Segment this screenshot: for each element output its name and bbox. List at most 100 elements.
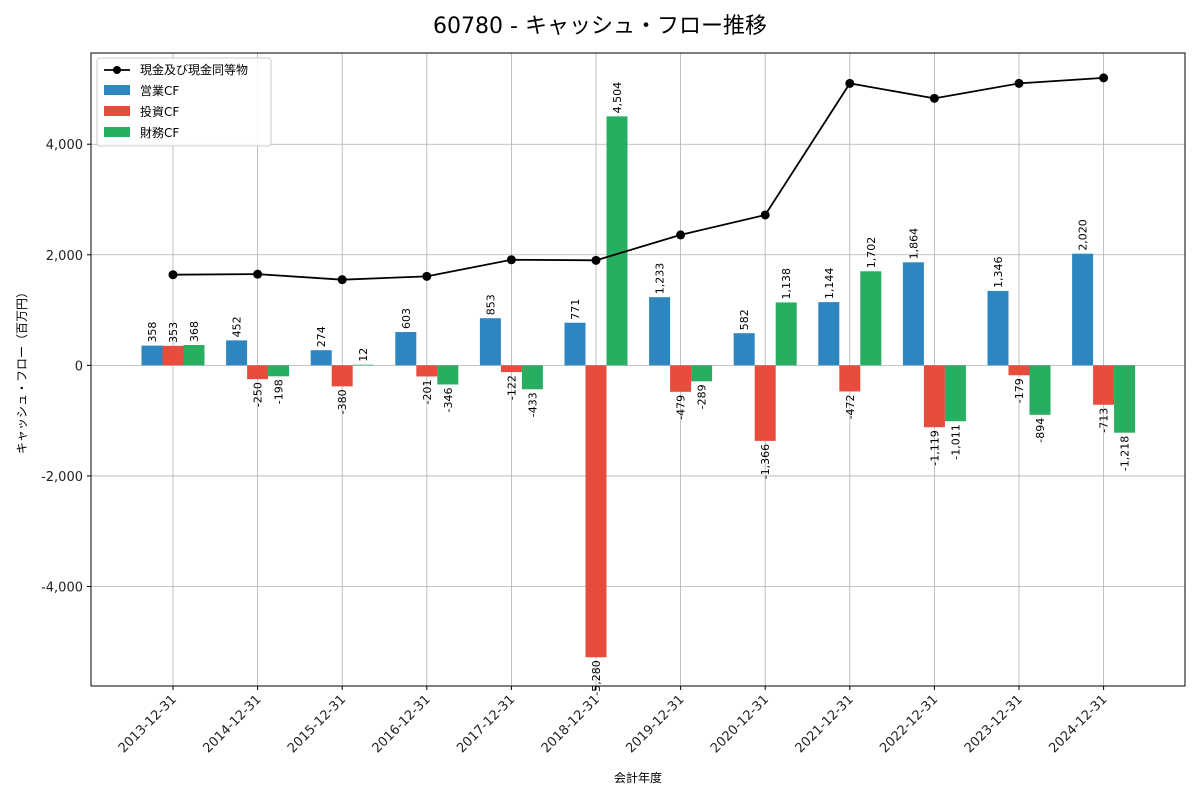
cash-line-point xyxy=(337,275,347,285)
bar-value-label: -479 xyxy=(675,395,688,420)
cash-line-point xyxy=(591,255,601,265)
x-tick-label: 2018-12-31 xyxy=(539,692,603,756)
bar-financing xyxy=(860,271,882,366)
legend: 現金及び現金同等物 営業CF 投資CF 財務CF xyxy=(96,57,272,147)
bar-value-label: 1,864 xyxy=(907,228,920,260)
bar-value-label: -1,366 xyxy=(759,444,772,479)
bar-operating xyxy=(818,302,840,366)
x-tick-label: 2019-12-31 xyxy=(623,692,687,756)
bar-investing xyxy=(923,365,945,428)
cash-line-path xyxy=(172,76,1104,281)
bar-value-label: -1,119 xyxy=(928,430,941,465)
bar-investing xyxy=(670,365,692,392)
bar-value-label: -380 xyxy=(336,389,349,414)
cash-line-point xyxy=(1014,78,1024,88)
bar-value-label: -894 xyxy=(1034,418,1047,443)
y-tick-label: 4,000 xyxy=(46,138,83,153)
legend-swatch-investing xyxy=(104,106,130,116)
bar-value-label: -472 xyxy=(844,394,857,419)
bars xyxy=(141,116,1136,658)
x-tick-label: 2021-12-31 xyxy=(793,692,857,756)
bar-operating xyxy=(564,322,586,366)
bar-operating xyxy=(1072,253,1094,366)
bar-value-label: 582 xyxy=(738,309,751,330)
bar-value-label: 771 xyxy=(569,299,582,320)
cash-line-point xyxy=(676,230,686,240)
bar-operating xyxy=(649,297,671,366)
bar-financing xyxy=(606,116,628,366)
bar-financing xyxy=(521,365,543,390)
cash-line-point xyxy=(845,78,855,88)
bar-operating xyxy=(733,333,755,366)
x-axis-label: 会計年度 xyxy=(614,770,662,785)
bar-operating xyxy=(141,345,163,366)
bar-value-label: 1,233 xyxy=(654,263,667,295)
bar-financing xyxy=(183,345,205,366)
bar-investing xyxy=(585,365,607,658)
bar-financing xyxy=(268,365,290,377)
bar-value-label: 1,346 xyxy=(992,256,1005,288)
legend-box xyxy=(96,57,272,147)
bar-financing xyxy=(437,365,459,385)
y-tick-label: 0 xyxy=(75,359,83,374)
bar-value-label: -122 xyxy=(505,375,518,400)
legend-label-operating: 営業CF xyxy=(140,84,179,98)
x-tick-label: 2013-12-31 xyxy=(116,692,180,756)
bar-value-label: 353 xyxy=(167,322,180,343)
legend-swatch-financing xyxy=(104,127,130,137)
bar-value-label: 358 xyxy=(146,322,159,343)
bar-investing xyxy=(247,365,269,380)
cash-line xyxy=(168,73,1109,285)
bar-operating xyxy=(226,340,248,366)
legend-label-cash: 現金及び現金同等物 xyxy=(140,62,248,77)
bar-investing xyxy=(1093,365,1115,405)
bar-value-label: 368 xyxy=(188,321,201,342)
bar-value-label: 2,020 xyxy=(1077,219,1090,251)
bar-value-label: 4,504 xyxy=(611,82,624,114)
x-tick-label: 2016-12-31 xyxy=(370,692,434,756)
legend-label-financing: 財務CF xyxy=(140,125,179,140)
bar-investing xyxy=(331,365,353,387)
bar-value-label: -713 xyxy=(1098,408,1111,433)
plot-frame xyxy=(90,52,1186,687)
bar-value-label: 603 xyxy=(400,308,413,329)
bar-financing xyxy=(1029,365,1051,415)
x-tick-label: 2014-12-31 xyxy=(200,692,264,756)
cash-line-point xyxy=(253,269,263,279)
bar-value-label: -1,218 xyxy=(1119,436,1132,471)
bar-value-label: 274 xyxy=(315,326,328,347)
bar-value-label: -201 xyxy=(421,379,434,404)
bar-value-label: -346 xyxy=(442,387,455,412)
bar-investing xyxy=(416,365,438,377)
bar-operating xyxy=(310,350,332,366)
y-axis-label: キャッシュ・フロー（百万円） xyxy=(15,286,29,454)
bar-financing xyxy=(775,302,797,366)
bar-investing xyxy=(500,365,522,373)
bar-operating xyxy=(395,332,417,366)
chart-title: 60780 - キャッシュ・フロー推移 xyxy=(433,14,767,39)
y-tick-label: 2,000 xyxy=(46,249,83,264)
y-tick-label: -2,000 xyxy=(41,470,83,485)
bar-value-label: 1,144 xyxy=(823,268,836,300)
bar-investing xyxy=(754,365,776,441)
bar-financing xyxy=(944,365,966,422)
bar-value-label: -250 xyxy=(252,382,265,407)
bar-value-label: -289 xyxy=(696,384,709,409)
bar-value-label: 853 xyxy=(484,294,497,315)
bar-value-label: 1,138 xyxy=(780,268,793,300)
bar-operating xyxy=(479,318,501,366)
cash-line-point xyxy=(506,255,516,265)
y-tick-label: -4,000 xyxy=(41,580,83,595)
cash-line-point xyxy=(760,210,770,220)
cash-line-point xyxy=(1099,73,1109,83)
bar-investing xyxy=(162,345,184,366)
bar-operating xyxy=(902,262,924,366)
bar-value-label: 452 xyxy=(231,316,244,337)
x-tick-label: 2020-12-31 xyxy=(708,692,772,756)
x-tick-label: 2017-12-31 xyxy=(454,692,518,756)
bar-value-label: 12 xyxy=(357,348,370,362)
x-tick-label: 2015-12-31 xyxy=(285,692,349,756)
bar-value-label: -433 xyxy=(526,392,539,417)
cash-line-point xyxy=(929,93,939,103)
